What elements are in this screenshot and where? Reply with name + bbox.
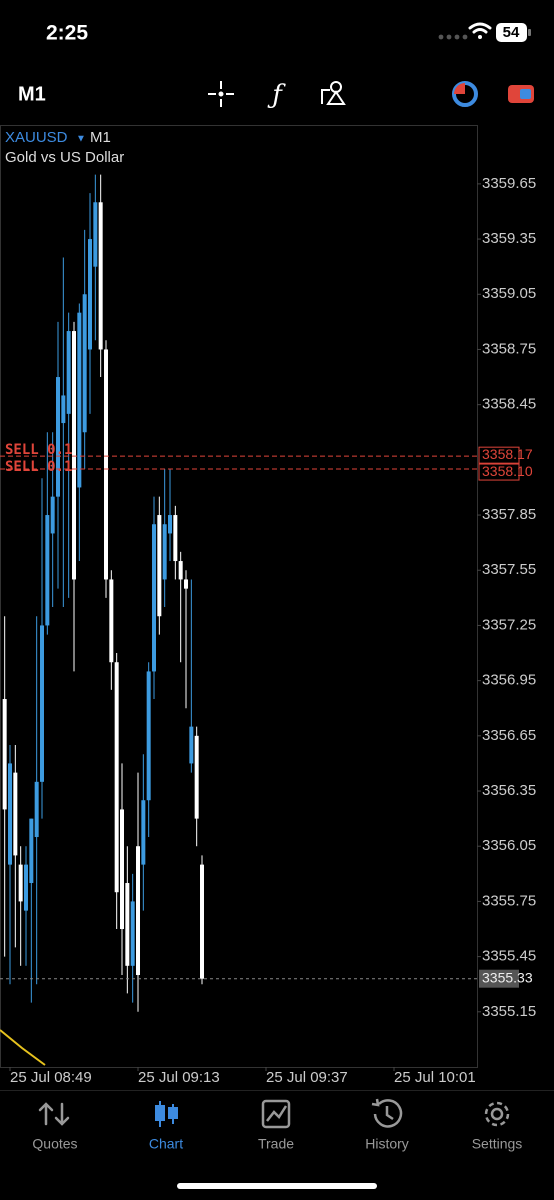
candle-body (88, 239, 93, 350)
candle-body (93, 202, 98, 267)
candle-body (194, 735, 199, 819)
y-tick-label: 3356.95 (482, 672, 536, 689)
candle-body (56, 377, 61, 497)
candle-body (40, 625, 45, 782)
y-tick-label: 3357.85 (482, 506, 536, 523)
indicator-line (0, 1029, 46, 1066)
candle-body (141, 800, 146, 865)
battery-tip (528, 29, 531, 36)
y-tick-label: 3357.55 (482, 561, 536, 578)
order-price-label: 3358.10 (482, 463, 533, 479)
tab-label[interactable]: Trade (258, 1136, 294, 1152)
y-tick-label: 3359.65 (482, 175, 536, 192)
signal-icon (438, 34, 468, 40)
chart-tab-icon[interactable] (155, 1101, 178, 1127)
quotes-icon[interactable] (38, 1102, 70, 1126)
symbol-dropdown[interactable]: ▼ (76, 134, 86, 145)
home-indicator (177, 1183, 377, 1189)
candle-body (45, 515, 50, 626)
candle-body (120, 809, 125, 930)
candle-body (173, 515, 178, 562)
candle-body (82, 294, 87, 433)
candle-body (24, 864, 29, 911)
candle-body (72, 331, 77, 580)
wifi-icon (468, 22, 492, 39)
x-tick-label: 25 Jul 08:49 (10, 1069, 92, 1086)
y-tick-label: 3359.05 (482, 285, 536, 302)
y-tick-label: 3358.45 (482, 396, 536, 413)
settings-icon[interactable] (484, 1101, 510, 1127)
order-label: SELL 0.1 (5, 459, 72, 475)
candle-body (34, 781, 39, 838)
order-price-label: 3358.17 (482, 446, 533, 462)
candle-body (77, 312, 82, 488)
candle-body (162, 524, 167, 580)
candle-body (136, 846, 141, 976)
y-tick-label: 3356.35 (482, 782, 536, 799)
y-tick-label: 3355.15 (482, 1003, 536, 1020)
candle-body (189, 726, 194, 764)
current-price-box (479, 969, 519, 988)
order-price-box (478, 463, 520, 481)
battery-level: 54 (503, 24, 520, 41)
candle-body (152, 524, 157, 672)
trade-icon[interactable] (261, 1099, 291, 1129)
tab-label[interactable]: Quotes (32, 1136, 77, 1152)
candle-body (8, 763, 13, 865)
candle-body (130, 901, 135, 966)
one-click-trading-button[interactable] (452, 81, 478, 107)
crosshair-button[interactable] (208, 81, 234, 107)
candle-body (114, 662, 119, 893)
y-tick-label: 3355.75 (482, 892, 536, 909)
trade-button[interactable] (508, 85, 534, 103)
candle-body (98, 202, 103, 350)
objects-button[interactable] (321, 81, 346, 105)
candle-body (2, 699, 7, 810)
chart-timeframe: M1 (90, 129, 111, 146)
candle-body (178, 561, 183, 580)
tab-label[interactable]: Settings (472, 1136, 523, 1152)
candle-body (66, 331, 71, 414)
candle-body (18, 864, 23, 902)
y-tick-label: 3355.45 (482, 948, 536, 965)
candle-body (29, 818, 34, 884)
candle-body (50, 496, 55, 534)
tab-label[interactable]: Chart (149, 1136, 183, 1152)
order-label: SELL 0.1 (5, 442, 72, 458)
x-tick-label: 25 Jul 09:13 (138, 1069, 220, 1086)
chart-frame (0, 125, 478, 1068)
y-tick-label: 3356.05 (482, 837, 536, 854)
candle-body (13, 772, 18, 856)
history-icon[interactable] (371, 1098, 403, 1128)
timeframe-button[interactable]: M1 (18, 83, 46, 105)
tab-label[interactable]: History (365, 1136, 409, 1152)
candle-body (184, 579, 189, 589)
clock: 2:25 (46, 22, 88, 45)
candle-body (104, 349, 109, 580)
x-tick-label: 25 Jul 10:01 (394, 1069, 476, 1086)
candle-body (146, 671, 151, 801)
y-tick-label: 3357.25 (482, 616, 536, 633)
candle-body (200, 864, 205, 979)
candle-body (61, 395, 66, 424)
candle-body (168, 515, 173, 534)
order-price-box (478, 446, 520, 464)
candle-body (125, 883, 130, 966)
y-tick-label: 3358.75 (482, 340, 536, 357)
y-tick-label: 3356.65 (482, 727, 536, 744)
indicators-button[interactable]: ƒ (267, 80, 286, 110)
current-price-label: 3355.33 (482, 969, 533, 985)
x-tick-label: 25 Jul 09:37 (266, 1069, 348, 1086)
candle-body (157, 515, 162, 617)
symbol[interactable]: XAUUSD (5, 129, 68, 146)
battery-icon (496, 23, 527, 42)
candle-body (109, 579, 114, 663)
y-tick-label: 3359.35 (482, 230, 536, 247)
symbol-description: Gold vs US Dollar (5, 149, 124, 166)
